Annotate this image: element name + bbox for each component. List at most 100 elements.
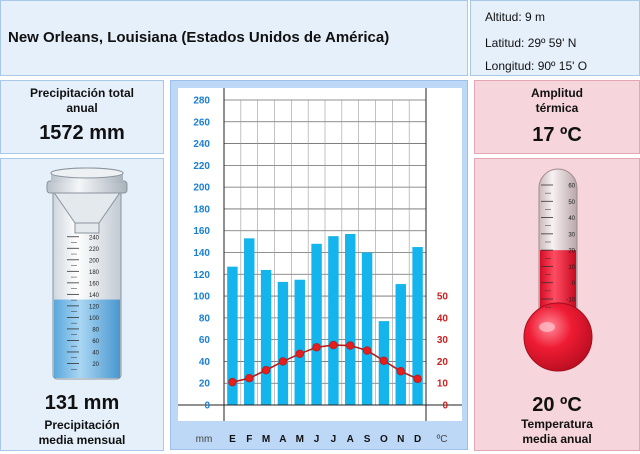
thermal-range-panel: Amplitud térmica 17 ºC xyxy=(474,80,640,154)
header-panel: New Orleans, Louisiana (Estados Unidos d… xyxy=(0,0,468,76)
precip-tick-label: 120 xyxy=(193,270,210,281)
gauge-tick-label: 120 xyxy=(89,304,100,310)
gauge-tick-label: 100 xyxy=(89,316,100,322)
precip-bar xyxy=(328,236,339,405)
temp-point xyxy=(228,377,237,387)
precip-bar xyxy=(345,233,356,405)
temp-tick-label: 40 xyxy=(437,313,449,324)
thermo-tick-label: 0 xyxy=(572,281,576,287)
thermo-tick-label: 20 xyxy=(568,249,575,255)
month-label: A xyxy=(279,434,286,445)
temp-tick-label: 10 xyxy=(437,379,449,390)
month-label: J xyxy=(314,434,320,445)
precip-tick-label: 160 xyxy=(193,226,210,237)
precip-tick-label: 140 xyxy=(193,248,210,259)
axes xyxy=(178,88,462,421)
precip-mean-label-line1: Precipitación xyxy=(44,418,120,432)
precip-total-label-line1: Precipitación total xyxy=(29,86,135,100)
precip-tick-label: 240 xyxy=(193,139,210,150)
temp-point xyxy=(362,346,372,355)
temp-point xyxy=(346,341,355,350)
precip-bar xyxy=(395,284,406,405)
precip-bar xyxy=(277,281,289,405)
month-label: E xyxy=(229,434,236,445)
precip-tick-label: 20 xyxy=(199,379,211,390)
station-name: New Orleans, Louisiana (Estados Unidos d… xyxy=(8,29,390,46)
thermometer-icon: 60 50 40 30 20 10 0 -10 xyxy=(523,168,593,372)
temp-point xyxy=(261,365,271,375)
precip-tick-label: 100 xyxy=(193,292,210,303)
precip-bar xyxy=(227,266,238,405)
longitude: Longitud: 90º 15' O xyxy=(485,59,588,73)
temp-point xyxy=(379,356,389,365)
altitude: Altitud: 9 m xyxy=(485,10,546,24)
precip-tick-label: 0 xyxy=(204,401,210,412)
month-label: M xyxy=(296,434,304,445)
gauge-tick-label: 80 xyxy=(92,327,99,333)
precip-tick-label: 80 xyxy=(199,313,211,324)
precip-bar xyxy=(294,279,305,405)
thermo-tick-label: 50 xyxy=(568,200,575,206)
precip-tick-label: 280 xyxy=(193,96,210,107)
temp-point xyxy=(278,357,288,366)
gauge-tick-label: 180 xyxy=(89,270,100,276)
temp-point xyxy=(396,367,405,376)
temp-mean-panel: 60 50 40 30 20 10 0 -10 20 ºC Temperatura media… xyxy=(474,158,640,451)
gauge-tick-label: 20 xyxy=(92,362,99,368)
precip-mean-label-line2: media mensual xyxy=(38,433,126,447)
temp-point xyxy=(329,340,338,350)
temp-point xyxy=(312,343,321,352)
precip-mean-label: Precipitación media mensual xyxy=(1,418,163,448)
gauge-water-level xyxy=(54,299,120,378)
temp-tick-label: 0 xyxy=(442,401,448,412)
gauge-tick-label: 40 xyxy=(92,350,99,356)
month-label: A xyxy=(347,434,354,445)
precip-tick-label: 220 xyxy=(193,161,210,172)
temp-axis-ticks: 0 10 20 30 40 50 xyxy=(437,292,449,412)
temp-tick-label: 20 xyxy=(437,357,449,368)
month-label: N xyxy=(397,434,404,445)
precip-axis-label: mm xyxy=(196,434,213,445)
temp-mean-value: 20 ºC xyxy=(532,394,582,416)
precip-total-label-line2: anual xyxy=(66,101,98,115)
temp-mean-label: Temperatura media anual xyxy=(475,417,639,447)
rain-gauge-icon: 240 220 200 180 160 140 120 100 80 60 40 20 xyxy=(46,167,128,380)
precip-tick-label: 40 xyxy=(199,357,211,368)
precip-bar xyxy=(260,269,272,405)
temp-point xyxy=(413,374,422,384)
climograph: 020406080100120140160180200220240260280 … xyxy=(178,88,462,445)
thermal-range-label-line2: térmica xyxy=(535,101,579,115)
month-label: M xyxy=(262,434,270,445)
temp-mean-label-line1: Temperatura xyxy=(521,417,593,431)
gauge-tick-label: 160 xyxy=(89,281,100,287)
precip-bar xyxy=(311,243,322,405)
thermo-tick-label: -10 xyxy=(566,298,575,304)
thermal-range-label: Amplitud térmica xyxy=(475,86,639,116)
thermo-tick-label: 60 xyxy=(568,184,575,190)
precip-tick-label: 200 xyxy=(193,183,210,194)
thermo-tick-label: 10 xyxy=(568,265,575,271)
gauge-tick-label: 240 xyxy=(89,235,100,241)
gauge-tick-label: 220 xyxy=(89,247,100,253)
temperature-line xyxy=(228,340,422,387)
thermal-range-value: 17 ºC xyxy=(532,124,582,146)
precip-tick-label: 260 xyxy=(193,117,210,128)
gauge-tick-label: 60 xyxy=(92,339,99,345)
precip-bar xyxy=(244,238,255,405)
thermo-tick-label: 30 xyxy=(568,232,575,238)
temp-mean-label-line2: media anual xyxy=(522,432,592,446)
precip-total-panel: Precipitación total anual 1572 mm xyxy=(0,80,164,154)
month-label: S xyxy=(364,434,371,445)
thermometer-scale: 60 50 40 30 20 10 0 -10 xyxy=(541,184,576,308)
precip-mean-value: 131 mm xyxy=(44,392,120,414)
precip-bar xyxy=(361,252,373,405)
gauge-tick-label: 140 xyxy=(89,293,100,299)
coordinates-panel: Altitud: 9 m Latitud: 29º 59' N Longitud… xyxy=(470,0,640,76)
precip-bar xyxy=(412,247,423,405)
precip-axis-ticks: 0 20 40 60 80 100 120 140 160 180 200 220 240 260 280 xyxy=(193,96,210,412)
latitude: Latitud: 29º 59' N xyxy=(485,36,577,50)
thermo-tick-label: 40 xyxy=(568,216,575,222)
precip-tick-label: 60 xyxy=(199,335,211,346)
gauge-tick-label: 200 xyxy=(89,258,100,264)
